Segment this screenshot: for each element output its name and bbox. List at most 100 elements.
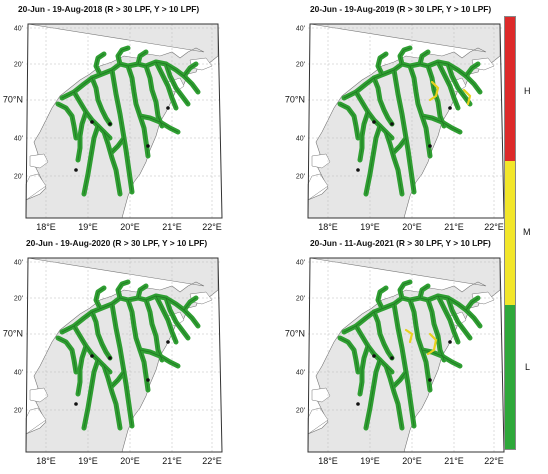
colorbar-low [505,305,515,449]
panel-title: 20-Jun - 19-Aug-2019 (R > 30 LPF, Y > 10… [310,4,492,14]
site-marker [428,144,432,148]
colorbar-high [505,17,515,161]
route-outline [465,297,479,311]
site-marker [390,356,394,360]
lat-tick-label: 70°N [285,95,305,105]
lon-tick-label: 22°E [484,456,504,466]
lat-tick-label: 70°N [285,329,305,339]
route-outline [137,51,147,65]
lon-tick-label: 20°E [120,222,140,232]
colorbar-medium [505,161,515,305]
lon-tick-label: 18°E [36,222,56,232]
route-outline [91,311,111,359]
lat-tick-label: 40' [296,370,305,377]
lon-tick-label: 22°E [484,222,504,232]
yellow-route [404,328,414,344]
route-outline [165,297,189,339]
route-outline [393,69,415,193]
lon-tick-label: 21°E [444,222,464,232]
route-outline [399,281,411,299]
route-outline [155,295,177,343]
colorbar-label-high: H [524,86,531,96]
lon-tick-label: 20°E [402,456,422,466]
site-marker [448,106,452,110]
route-outline [145,65,163,127]
lon-tick-label: 22°E [202,456,222,466]
route-outline [111,137,125,153]
site-marker [90,354,94,358]
route-outline [61,61,199,99]
site-marker [428,378,432,382]
route-outline [421,115,461,133]
route-outline [127,299,149,391]
route-outline [359,345,369,395]
route-outline [365,359,381,429]
route-outline [117,47,129,65]
sea-inlet [311,153,331,169]
route-outline [343,295,481,333]
route-outline [339,337,359,373]
route-outline [385,131,403,195]
route-outline [373,77,393,125]
route-outline [165,63,189,105]
route-outline [83,125,99,195]
route-outline [61,295,199,333]
site-marker [356,402,360,406]
map-panel-2020: 20-Jun - 19-Aug-2020 (R > 30 LPF, Y > 10… [0,234,250,474]
lat-tick-label: 40' [296,26,305,33]
colorbar-label-medium: M [523,227,531,237]
lon-tick-label: 21°E [444,456,464,466]
route-outline [155,61,177,109]
route-outline [183,297,197,311]
lat-tick-label: 70°N [3,329,23,339]
lat-tick-label: 20' [14,408,23,415]
sea-inlet [311,387,331,403]
route-outline [95,53,105,75]
route-outline [447,297,471,339]
route-outline [393,371,407,387]
route-outline [437,61,459,109]
lat-tick-label: 40' [296,260,305,267]
site-marker [390,122,394,126]
site-marker [166,340,170,344]
route-outline [365,125,381,195]
route-outline [393,137,407,153]
panel-title: 20-Jun - 19-Aug-2018 (R > 30 LPF, Y > 10… [18,4,200,14]
route-outline [111,69,133,193]
site-marker [108,356,112,360]
route-outline [103,131,121,195]
route-outline [111,303,133,427]
map-layer: 18°E 19°E 20°E 21°E 22°E 40' 20' 70°N 40' 20' [285,257,505,466]
panel-title: 20-Jun - 11-Aug-2021 (R > 30 LPF, Y > 10… [310,238,491,248]
colorbar-label-low: L [525,362,531,372]
map-frame [25,257,223,453]
lon-tick-label: 18°E [318,222,338,232]
map-2021: 18°E 19°E 20°E 21°E 22°E 40' 20' 70°N 40' 20' [285,257,505,466]
site-marker [146,378,150,382]
map-panel-2018: 20-Jun - 19-Aug-2018 (R > 30 LPF, Y > 10… [0,0,250,232]
route-outline [419,285,429,299]
route-outline [127,65,149,157]
route-outline [427,299,445,361]
route-outline [419,51,429,65]
route-outline [399,47,411,65]
sea-inlet [29,387,49,403]
lon-tick-label: 18°E [36,456,56,466]
route-outline [465,63,479,77]
lat-tick-label: 20' [296,408,305,415]
route-outline [447,63,471,105]
route-outline [111,371,125,387]
route-outline [57,103,77,139]
route-outline [377,287,387,309]
lon-tick-label: 20°E [120,456,140,466]
site-marker [74,402,78,406]
route-outline [91,77,111,125]
route-outline [139,115,179,133]
route-outline [437,295,459,343]
route-outline [373,311,393,359]
route-outline [393,303,415,427]
lon-tick-label: 18°E [318,456,338,466]
map-panel-2019: 20-Jun - 19-Aug-2019 (R > 30 LPF, Y > 10… [282,0,532,232]
map-layer: 18°E 19°E 20°E 21°E 22°E 40' 20' 70°N 40' 20' [3,257,223,466]
map-frame [25,23,223,219]
